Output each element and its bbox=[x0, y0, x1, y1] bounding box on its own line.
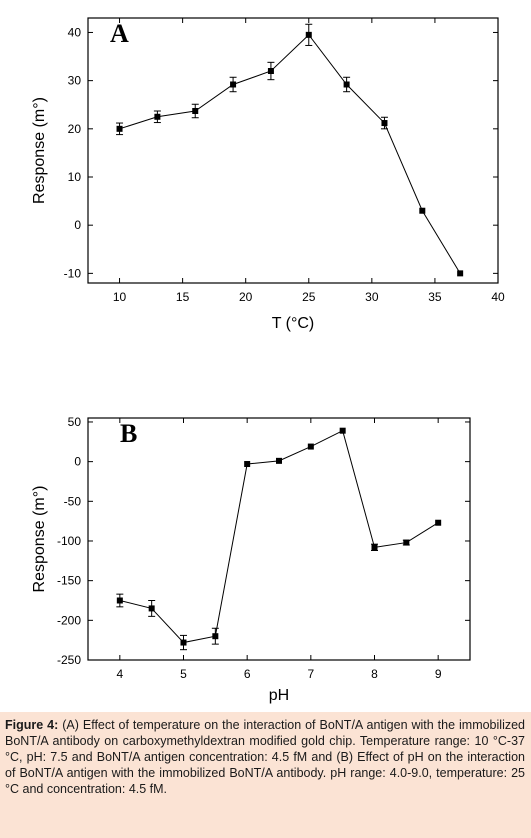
x-axis-title: pH bbox=[269, 687, 289, 704]
y-tick-label: -50 bbox=[64, 494, 82, 508]
data-point bbox=[267, 68, 274, 74]
caption-text: (A) Effect of temperature on the interac… bbox=[5, 718, 525, 796]
chart-panel-b: 4 5 6 7 8 9 -250 -200 -150 -100 -50 0 50 pH Response (… bbox=[31, 415, 471, 704]
x-axis-title: T (°C) bbox=[272, 315, 315, 332]
data-point bbox=[230, 81, 237, 88]
y-tick-label: 30 bbox=[68, 74, 82, 88]
data-point bbox=[419, 207, 426, 214]
x-tick-label: 25 bbox=[302, 290, 316, 304]
data-point bbox=[180, 639, 187, 646]
x-tick-label: 40 bbox=[491, 290, 505, 304]
data-point bbox=[116, 125, 123, 132]
data-point bbox=[371, 544, 378, 551]
data-point bbox=[244, 461, 251, 468]
series-line bbox=[119, 34, 461, 274]
data-point bbox=[148, 605, 155, 612]
data-point bbox=[403, 539, 410, 546]
x-tick-label: 6 bbox=[244, 667, 251, 681]
plot-frame bbox=[87, 417, 471, 661]
caption-figure-label: Figure 4: bbox=[5, 718, 59, 732]
chart-panel-a: 10 15 20 25 30 35 40 -10 0 10 20 30 40 T (°C) Response… bbox=[31, 17, 505, 332]
x-tick-label: 20 bbox=[239, 290, 253, 304]
data-point bbox=[435, 519, 442, 526]
x-tick-label: 35 bbox=[428, 290, 442, 304]
y-tick-label: 20 bbox=[68, 122, 82, 136]
y-tick-label: -150 bbox=[57, 574, 81, 588]
data-point bbox=[381, 120, 388, 127]
y-tick-label: -200 bbox=[57, 613, 81, 627]
data-point bbox=[307, 443, 314, 450]
y-tick-label: 50 bbox=[68, 415, 82, 429]
data-point bbox=[276, 457, 282, 464]
data-point bbox=[457, 270, 464, 277]
x-tick-label: 15 bbox=[176, 290, 190, 304]
data-point bbox=[343, 81, 350, 88]
x-tick-label: 10 bbox=[113, 290, 127, 304]
y-tick-label: -10 bbox=[64, 266, 82, 280]
x-tick-label: 30 bbox=[365, 290, 379, 304]
data-point bbox=[154, 113, 161, 120]
data-point bbox=[116, 597, 123, 604]
y-axis-title: Response (m°) bbox=[31, 486, 48, 593]
panel-label: A bbox=[110, 19, 129, 48]
data-point bbox=[339, 427, 346, 434]
y-tick-label: -100 bbox=[57, 534, 81, 548]
y-tick-label: 0 bbox=[74, 455, 81, 469]
panel-label: B bbox=[120, 419, 137, 448]
x-tick-label: 4 bbox=[116, 667, 123, 681]
figure-caption: Figure 4: (A) Effect of temperature on t… bbox=[0, 712, 531, 838]
x-tick-label: 7 bbox=[307, 667, 314, 681]
plot-frame bbox=[87, 17, 499, 284]
y-tick-label: 10 bbox=[68, 170, 82, 184]
y-tick-label: -250 bbox=[57, 653, 81, 667]
x-tick-label: 5 bbox=[180, 667, 187, 681]
y-tick-label: 0 bbox=[74, 218, 81, 232]
x-tick-label: 8 bbox=[371, 667, 378, 681]
y-tick-label: 40 bbox=[68, 25, 82, 39]
data-point bbox=[305, 31, 312, 38]
data-point bbox=[192, 107, 199, 114]
x-tick-label: 9 bbox=[435, 667, 442, 681]
data-point bbox=[212, 633, 219, 640]
y-axis-title: Response (m°) bbox=[31, 97, 48, 204]
